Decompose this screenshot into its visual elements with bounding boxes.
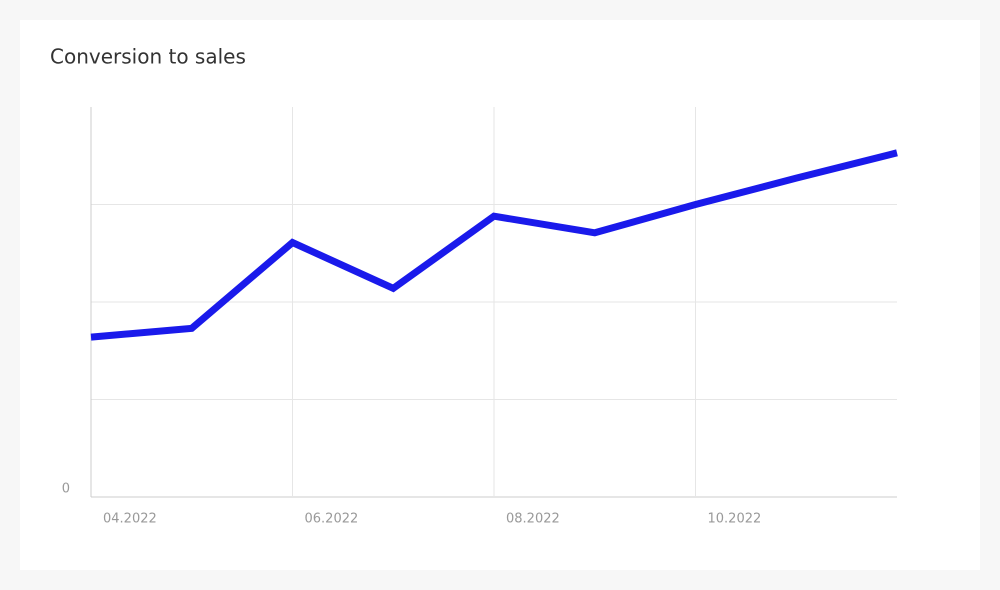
line: [90, 149, 898, 341]
chart-title: Conversion to sales: [50, 45, 246, 69]
x-tick-label: 04.2022: [103, 512, 157, 527]
card: [20, 20, 980, 570]
x-tick-label: 06.2022: [305, 512, 359, 527]
x-tick-label: 10.2022: [708, 512, 762, 527]
y-tick-label: 0: [62, 482, 70, 497]
x-tick-label: 08.2022: [506, 512, 560, 527]
